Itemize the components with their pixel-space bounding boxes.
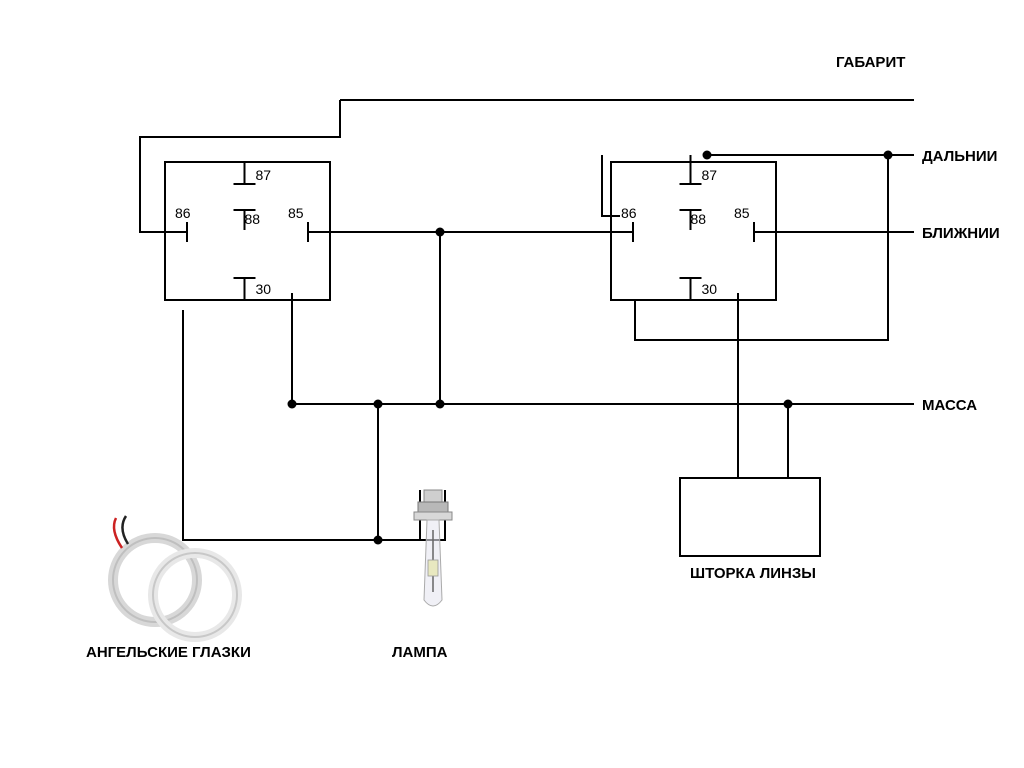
label-gabarit: ГАБАРИТ	[836, 54, 905, 71]
svg-text:87: 87	[702, 167, 718, 183]
svg-text:30: 30	[256, 281, 272, 297]
svg-text:87: 87	[256, 167, 272, 183]
label-blizhnii: БЛИЖНИИ	[922, 225, 1000, 242]
label-angel-eyes: АНГЕЛЬСКИЕ ГЛАЗКИ	[86, 644, 251, 661]
label-lens-shutter: ШТОРКА ЛИНЗЫ	[690, 565, 816, 582]
label-dalnii: ДАЛЬНИИ	[922, 148, 997, 165]
svg-text:88: 88	[691, 211, 707, 227]
label-lamp: ЛАМПА	[392, 644, 447, 661]
svg-text:85: 85	[288, 205, 304, 221]
svg-text:88: 88	[245, 211, 261, 227]
svg-text:86: 86	[175, 205, 191, 221]
angel-eyes-icon	[113, 516, 237, 637]
svg-text:85: 85	[734, 205, 750, 221]
label-massa: МАССА	[922, 397, 977, 414]
svg-text:86: 86	[621, 205, 637, 221]
lamp-icon	[414, 490, 452, 606]
svg-text:30: 30	[702, 281, 718, 297]
